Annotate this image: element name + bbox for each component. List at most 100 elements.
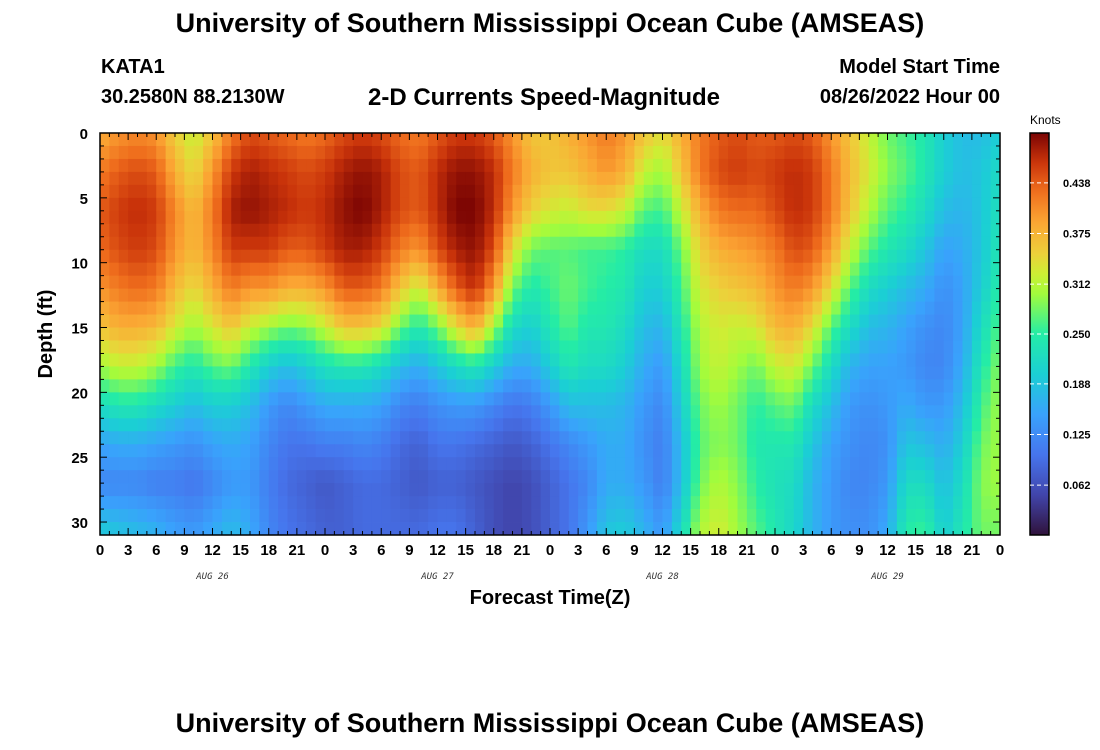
heatmap-cell	[296, 353, 307, 367]
heatmap-cell	[287, 133, 298, 147]
heatmap-cell	[915, 275, 926, 290]
heatmap-cell	[343, 509, 354, 523]
heatmap-cell	[793, 158, 804, 173]
heatmap-cell	[793, 340, 804, 354]
heatmap-cell	[915, 483, 926, 497]
heatmap-cell	[334, 223, 345, 238]
heatmap-cell	[475, 158, 485, 173]
heatmap-cell	[671, 327, 682, 341]
heatmap-cell	[887, 262, 898, 277]
heatmap-cell	[625, 340, 635, 354]
heatmap-cell	[906, 353, 917, 367]
heatmap-cell	[550, 158, 560, 173]
heatmap-cell	[343, 262, 354, 277]
heatmap-cell	[100, 483, 110, 497]
heatmap-cell	[803, 236, 813, 251]
heatmap-cell	[606, 392, 617, 406]
heatmap-cell	[859, 236, 870, 251]
heatmap-cell	[390, 340, 401, 354]
heatmap-cell	[831, 197, 842, 212]
heatmap-cell	[934, 223, 945, 238]
heatmap-cell	[137, 197, 148, 212]
heatmap-cell	[278, 431, 288, 445]
heatmap-cell	[493, 145, 504, 160]
heatmap-cell	[484, 379, 495, 393]
heatmap-cell	[446, 522, 457, 536]
heatmap-cell	[840, 197, 851, 212]
heatmap-cell	[531, 210, 542, 225]
heatmap-cell	[540, 275, 551, 290]
heatmap-cell	[625, 366, 635, 380]
heatmap-cell	[793, 496, 804, 510]
heatmap-cell	[971, 418, 982, 432]
heatmap-cell	[756, 340, 767, 354]
heatmap-cell	[512, 197, 523, 212]
heatmap-cell	[840, 340, 851, 354]
heatmap-cell	[709, 288, 720, 302]
heatmap-cell	[943, 210, 954, 225]
heatmap-cell	[203, 340, 213, 354]
heatmap-cell	[615, 353, 626, 367]
heatmap-cell	[334, 366, 345, 380]
heatmap-cell	[184, 405, 195, 419]
heatmap-cell	[662, 133, 673, 147]
heatmap-cell	[578, 262, 588, 277]
heatmap-cell	[915, 418, 926, 432]
heatmap-cell	[287, 483, 298, 497]
heatmap-cell	[137, 379, 148, 393]
heatmap-cell	[671, 444, 682, 458]
heatmap-cell	[268, 509, 279, 523]
heatmap-cell	[212, 249, 223, 264]
heatmap-cell	[578, 223, 588, 238]
heatmap-cell	[868, 418, 879, 432]
heatmap-cell	[343, 171, 354, 186]
heatmap-cell	[550, 483, 560, 497]
heatmap-cell	[878, 496, 888, 510]
heatmap-cell	[428, 327, 438, 341]
heatmap-cell	[268, 301, 279, 315]
heatmap-cell	[550, 340, 560, 354]
heatmap-cell	[971, 353, 982, 367]
heatmap-cell	[840, 470, 851, 484]
heatmap-cell	[878, 366, 888, 380]
heatmap-cell	[456, 405, 467, 419]
heatmap-cell	[671, 145, 682, 160]
heatmap-cell	[325, 275, 335, 290]
heatmap-cell	[184, 327, 195, 341]
heatmap-cell	[390, 184, 401, 199]
heatmap-cell	[653, 522, 663, 536]
heatmap-cell	[681, 275, 692, 290]
heatmap-cell	[953, 301, 963, 315]
heatmap-cell	[296, 392, 307, 406]
heatmap-cell	[793, 379, 804, 393]
heatmap-cell	[596, 314, 607, 328]
heatmap-cell	[381, 470, 392, 484]
heatmap-cell	[578, 210, 588, 225]
heatmap-cell	[156, 314, 167, 328]
day-label: AUG 29	[870, 572, 904, 582]
heatmap-cell	[400, 145, 410, 160]
heatmap-cell	[793, 171, 804, 186]
heatmap-cell	[268, 522, 279, 536]
heatmap-cell	[925, 288, 935, 302]
heatmap-cell	[756, 236, 767, 251]
heatmap-cell	[400, 288, 410, 302]
heatmap-cell	[165, 249, 176, 264]
heatmap-cell	[606, 457, 617, 471]
heatmap-cell	[362, 223, 373, 238]
heatmap-cell	[765, 353, 776, 367]
heatmap-cell	[203, 392, 213, 406]
heatmap-cell	[859, 171, 870, 186]
heatmap-cell	[100, 470, 110, 484]
heatmap-cell	[493, 171, 504, 186]
heatmap-cell	[662, 431, 673, 445]
heatmap-cell	[306, 223, 317, 238]
heatmap-cell	[634, 509, 645, 523]
heatmap-cell	[390, 236, 401, 251]
heatmap-cell	[240, 496, 251, 510]
heatmap-cell	[409, 340, 420, 354]
heatmap-cell	[315, 392, 326, 406]
heatmap-cell	[737, 236, 748, 251]
heatmap-cell	[503, 301, 513, 315]
heatmap-cell	[540, 496, 551, 510]
